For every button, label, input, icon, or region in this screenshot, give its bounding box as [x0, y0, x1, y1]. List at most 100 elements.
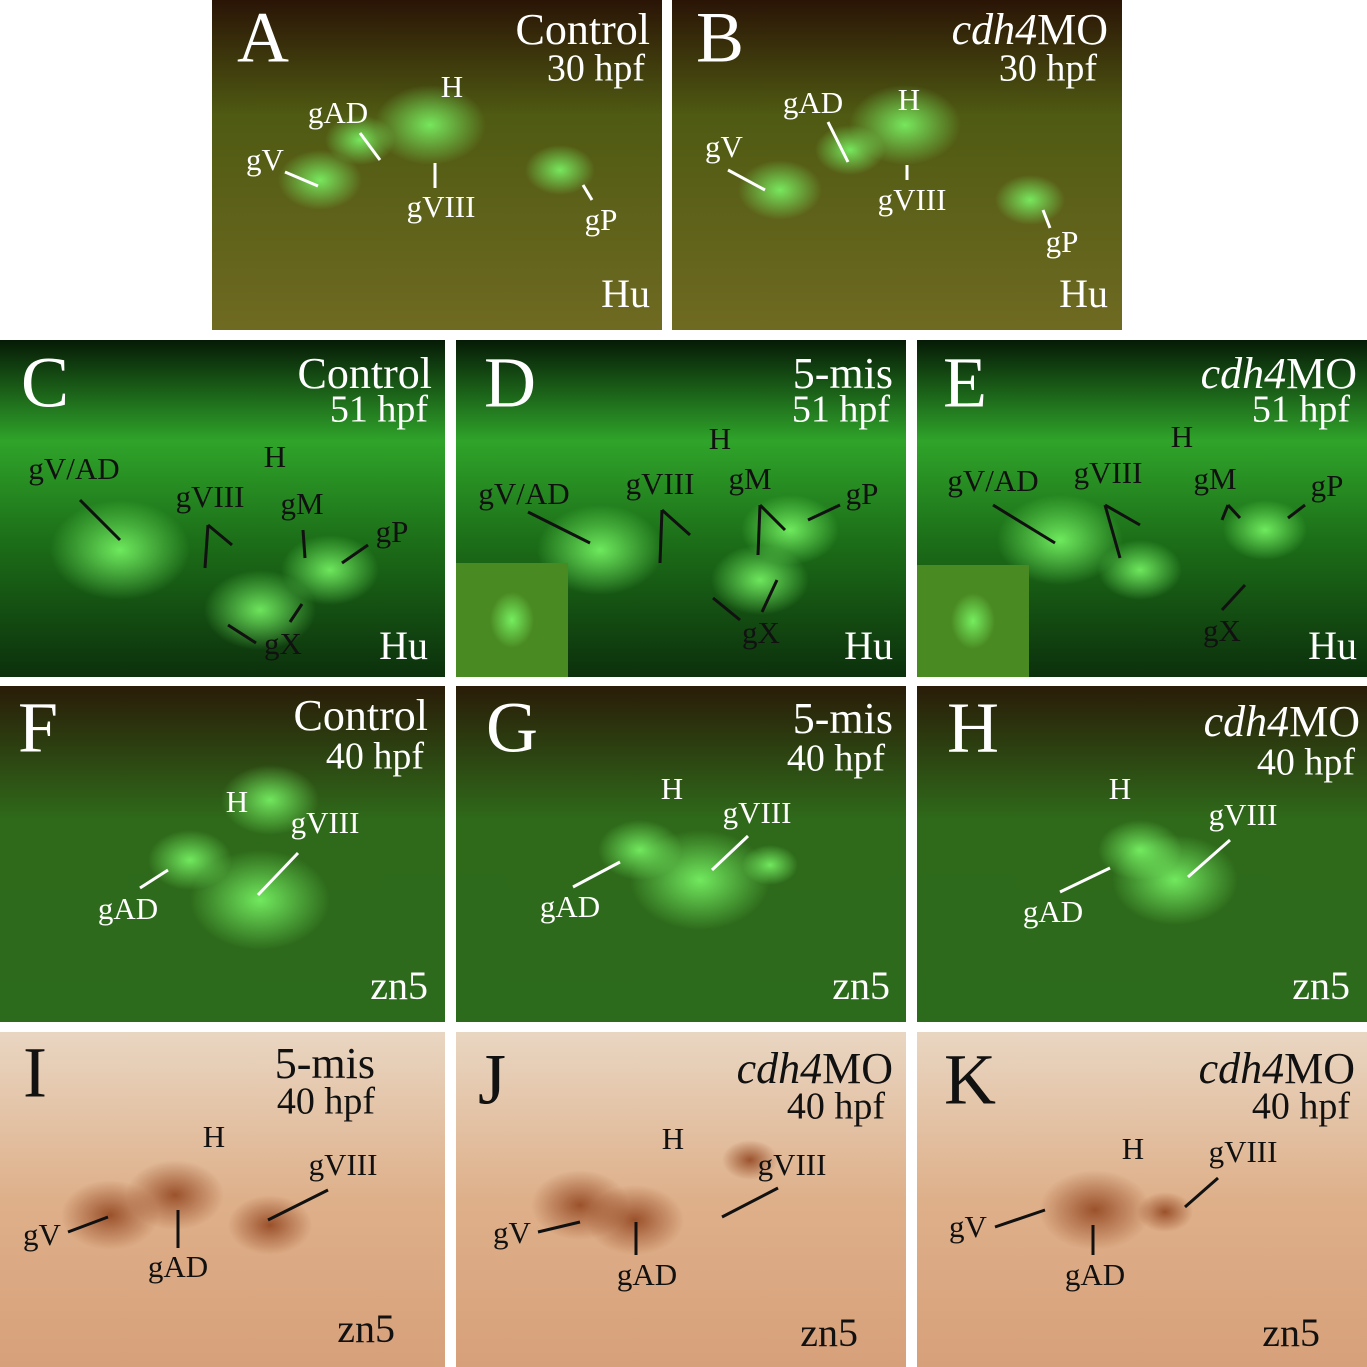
pointer-line — [807, 503, 841, 522]
structure-label: gV/AD — [947, 463, 1038, 498]
pointer-line — [527, 510, 591, 545]
structure-label: H — [264, 439, 286, 474]
structure-label: gAD — [1023, 894, 1083, 929]
structure-label: H — [662, 1121, 684, 1156]
structure-label: H — [709, 421, 731, 456]
structure-label: H — [441, 69, 463, 104]
pointer-line — [756, 504, 762, 556]
condition: 5-mis — [793, 694, 893, 743]
condition-part: 5-mis — [793, 349, 893, 398]
pointer-line — [1184, 1176, 1219, 1209]
structure-label: gAD — [617, 1257, 677, 1292]
fluorescence — [221, 765, 319, 835]
condition: cdh4MO — [1204, 697, 1360, 746]
structure-label: gX — [264, 626, 302, 661]
structure-label: gP — [1046, 224, 1079, 259]
pointer-line — [301, 529, 307, 559]
pointer-line — [1104, 503, 1141, 527]
pointer-line — [581, 184, 594, 201]
pointer-line — [1226, 503, 1242, 520]
fluorescence — [1098, 540, 1182, 600]
pointer-line — [358, 132, 382, 161]
structure-label: H — [1171, 419, 1193, 454]
fluorescence — [374, 85, 486, 165]
structure-label: gP — [585, 202, 618, 237]
condition: cdh4MO — [737, 1044, 893, 1093]
condition-part: cdh4 — [1204, 697, 1290, 746]
stage: 51 hpf — [1252, 389, 1351, 431]
pointer-line — [992, 503, 1056, 545]
pointer-line — [288, 603, 304, 623]
structure-label: gVIII — [1074, 455, 1143, 490]
structure-label: gVIII — [626, 466, 695, 501]
structure-label: gAD — [148, 1249, 208, 1284]
panel-letter: D — [484, 343, 536, 423]
stage: 51 hpf — [792, 389, 891, 431]
structure-label: gAD — [308, 95, 368, 130]
fluorescence — [148, 830, 232, 890]
structure-label: gVIII — [176, 479, 245, 514]
fluorescence — [738, 160, 822, 220]
structure-label: gM — [728, 461, 771, 496]
pointer-line — [78, 498, 122, 542]
panel-image — [672, 0, 1122, 330]
condition-part: Control — [298, 349, 432, 398]
structure-label: gVIII — [758, 1147, 827, 1182]
structure-label: gP — [376, 514, 409, 549]
pointer-line — [139, 868, 169, 890]
stain: zn5 — [832, 963, 890, 1008]
stage: 40 hpf — [787, 1086, 886, 1128]
pointer-line — [341, 543, 369, 565]
structure-label: H — [661, 771, 683, 806]
stain — [1039, 1170, 1151, 1250]
fluorescence — [1098, 820, 1182, 880]
structure-label: gP — [846, 476, 879, 511]
structure-label: gV — [23, 1217, 62, 1252]
panel-image — [456, 1032, 906, 1367]
structure-label: gV — [949, 1209, 988, 1244]
structure-label: gP — [1311, 468, 1344, 503]
stain: zn5 — [1262, 1310, 1320, 1355]
condition-part: cdh4 — [1201, 349, 1287, 398]
condition-part: MO — [1037, 5, 1108, 54]
condition: Control — [298, 349, 432, 398]
pointer-line — [67, 1215, 109, 1234]
panel-letter: G — [486, 688, 538, 768]
pointer-line — [1059, 866, 1111, 894]
condition: cdh4MO — [1199, 1044, 1355, 1093]
stain: Hu — [379, 623, 428, 668]
pointer-line — [572, 860, 621, 889]
pointer-line — [1220, 504, 1230, 521]
stage: 40 hpf — [1252, 1086, 1351, 1128]
pointer-line — [661, 508, 691, 537]
inset-cells — [490, 592, 534, 648]
stage: 30 hpf — [547, 48, 646, 90]
condition-part: cdh4 — [952, 5, 1038, 54]
fluorescence — [598, 820, 682, 880]
fluorescence — [204, 570, 316, 650]
structure-label: gM — [280, 486, 323, 521]
structure-label: H — [898, 82, 920, 117]
fluorescence — [278, 150, 362, 210]
panel-letter: F — [18, 688, 58, 768]
structure-label: gAD — [1065, 1257, 1125, 1292]
structure-label: H — [203, 1119, 225, 1154]
fluorescence — [50, 500, 190, 600]
structure-label: gAD — [540, 889, 600, 924]
condition: cdh4MO — [952, 5, 1108, 54]
pointer-line — [758, 503, 787, 532]
structure-label: gV/AD — [28, 451, 119, 486]
fluorescence — [1223, 500, 1307, 560]
structure-label: gVIII — [291, 805, 360, 840]
stain — [722, 1140, 778, 1180]
stage: 40 hpf — [277, 1081, 376, 1123]
stage: 40 hpf — [326, 736, 425, 778]
structure-label: gM — [1193, 461, 1236, 496]
stain — [126, 1160, 224, 1230]
pointer-line — [712, 596, 741, 622]
